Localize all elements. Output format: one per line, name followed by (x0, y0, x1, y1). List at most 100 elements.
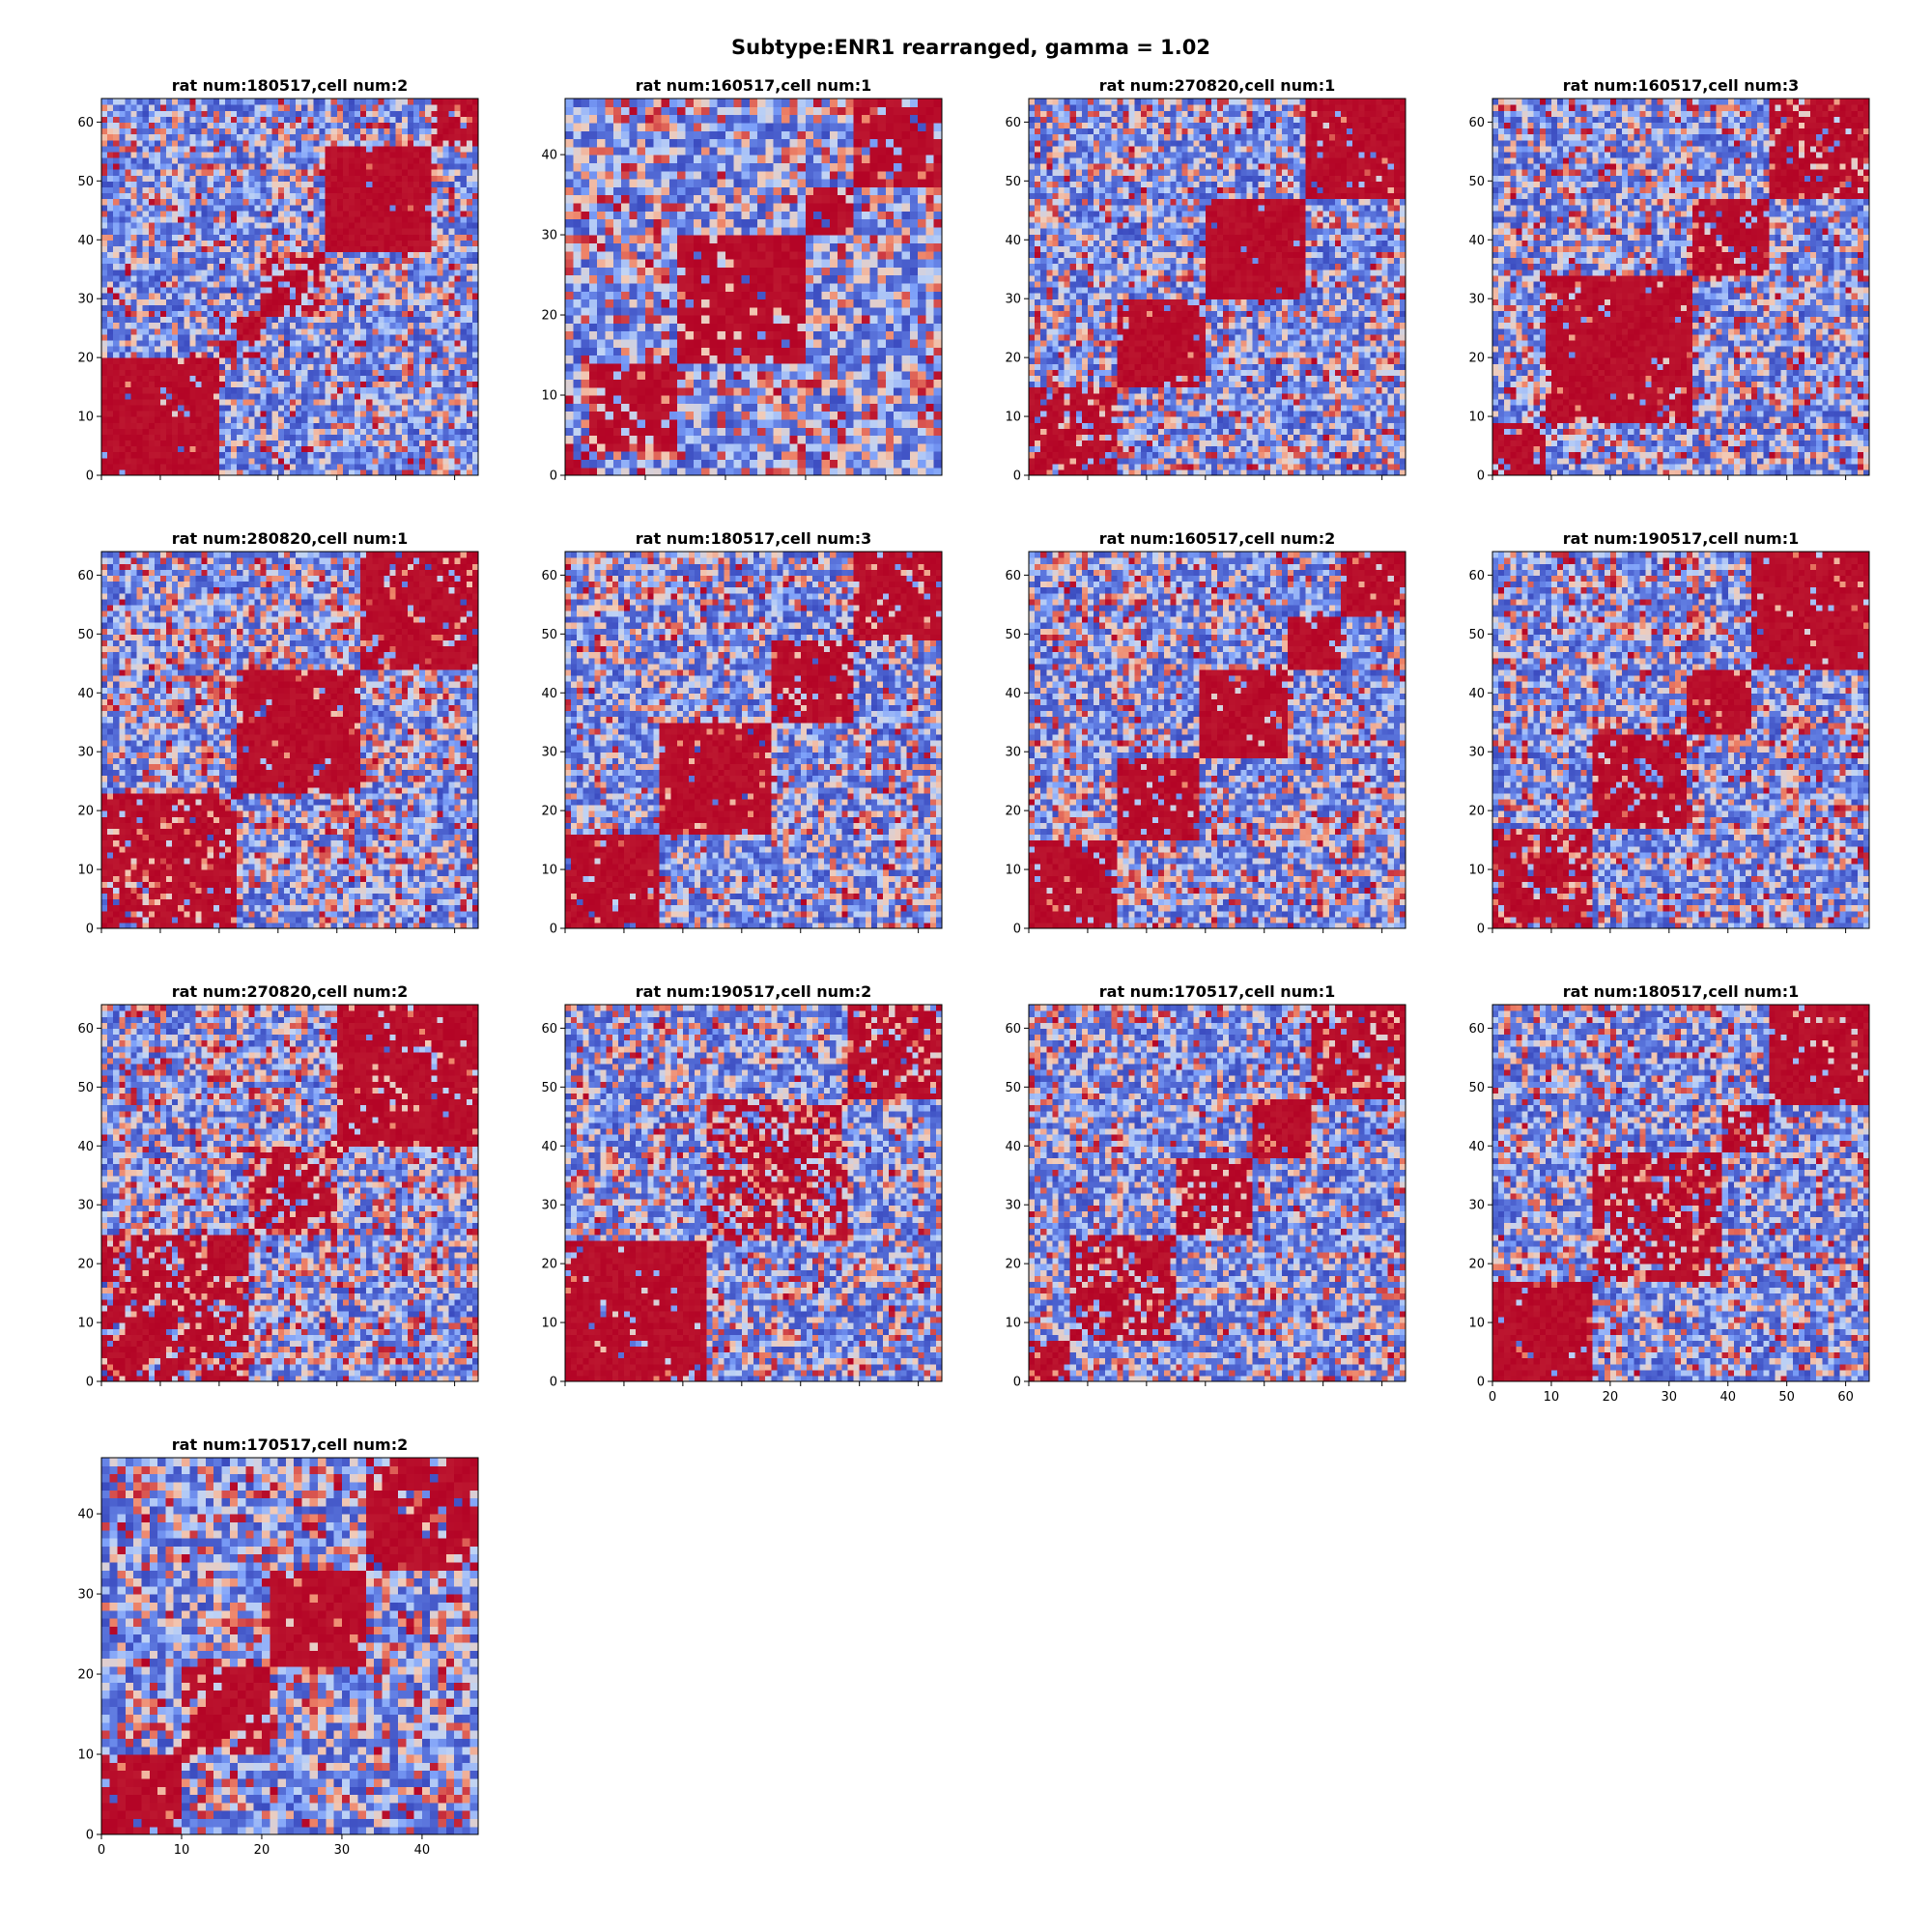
heatmap-cell (442, 399, 449, 406)
heatmap-cell (107, 310, 114, 317)
heatmap-cell (284, 464, 291, 470)
heatmap-cell (384, 446, 391, 453)
heatmap-cell (349, 440, 355, 446)
heatmap-cell (442, 452, 449, 459)
heatmap-cell (189, 405, 196, 412)
heatmap-cell (313, 357, 320, 364)
heatmap-cell (261, 422, 268, 429)
heatmap-cell (319, 340, 326, 347)
heatmap-cell (184, 375, 190, 382)
heatmap-cell (284, 346, 291, 353)
heatmap-cell (461, 387, 468, 394)
heatmap-cell (272, 375, 279, 382)
heatmap-cell (272, 316, 279, 323)
heatmap-cell (360, 422, 367, 429)
heatmap-cell (261, 310, 268, 317)
heatmap-cell (461, 346, 468, 353)
heatmap-cell (372, 405, 379, 412)
heatmap-cell (242, 310, 249, 317)
heatmap-cell (413, 334, 420, 341)
heatmap-cell (431, 323, 438, 329)
heatmap-cell (189, 310, 196, 317)
heatmap-cell (390, 357, 397, 364)
heatmap-cell (225, 428, 232, 435)
heatmap-cell (355, 340, 361, 347)
heatmap-cell (366, 440, 373, 446)
heatmap-cell (331, 440, 338, 446)
heatmap-cell (461, 464, 468, 470)
heatmap-cell (419, 316, 426, 323)
heatmap-cell (137, 440, 144, 446)
heatmap-cell (107, 352, 114, 358)
heatmap-cell (461, 446, 468, 453)
heatmap-cell (442, 346, 449, 353)
heatmap-cell (184, 310, 190, 317)
heatmap-cell (172, 328, 179, 335)
heatmap-cell (307, 375, 314, 382)
heatmap-cell (113, 375, 120, 382)
heatmap-cell (219, 352, 226, 358)
heatmap-cell (390, 411, 397, 417)
heatmap-cell (413, 346, 420, 353)
heatmap-cell (343, 458, 350, 465)
heatmap-cell (254, 416, 261, 423)
heatmap-cell (237, 405, 243, 412)
heatmap-cell (208, 446, 214, 453)
heatmap-cell (278, 440, 285, 446)
heatmap-cell (237, 446, 243, 453)
heatmap-cell (384, 357, 391, 364)
heatmap-cell (254, 310, 261, 317)
heatmap-cell (425, 363, 432, 370)
heatmap-cell (261, 399, 268, 406)
heatmap-cell (113, 334, 120, 341)
heatmap-cell (467, 387, 473, 394)
heatmap-cell (284, 357, 291, 364)
heatmap-cell (213, 440, 220, 446)
heatmap-cell (384, 382, 391, 388)
heatmap-cell (125, 346, 131, 353)
heatmap-cell (319, 352, 326, 358)
heatmap-cell (425, 352, 432, 358)
heatmap-cell (213, 328, 220, 335)
heatmap-cell (172, 382, 179, 388)
heatmap-cell (160, 422, 167, 429)
heatmap-cell (278, 334, 285, 341)
heatmap-cell (378, 352, 384, 358)
heatmap-cell (396, 393, 403, 400)
heatmap-cell (442, 411, 449, 417)
heatmap-cell (272, 340, 279, 347)
heatmap-cell (178, 434, 185, 440)
heatmap-cell (208, 458, 214, 465)
heatmap-cell (160, 434, 167, 440)
heatmap-cell (202, 304, 209, 311)
heatmap-cell (242, 434, 249, 440)
heatmap-cell (113, 346, 120, 353)
heatmap-cell (184, 346, 190, 353)
heatmap-cell (301, 411, 308, 417)
heatmap-cell (254, 422, 261, 429)
heatmap-cell (372, 340, 379, 347)
heatmap-cell (213, 352, 220, 358)
heatmap-cell (143, 416, 150, 423)
heatmap-cell (343, 399, 350, 406)
heatmap-cell (261, 363, 268, 370)
heatmap-cell (130, 434, 137, 440)
heatmap-cell (396, 328, 403, 335)
heatmap-cell (301, 458, 308, 465)
heatmap-cell (172, 446, 179, 453)
heatmap-cell (184, 298, 190, 305)
heatmap-cell (202, 323, 209, 329)
heatmap-cell (178, 452, 185, 459)
heatmap-cell (254, 452, 261, 459)
heatmap-cell (149, 304, 156, 311)
heatmap-cell (349, 405, 355, 412)
heatmap-cell (208, 434, 214, 440)
heatmap-cell (202, 434, 209, 440)
heatmap-cell (455, 458, 462, 465)
heatmap-cell (449, 446, 456, 453)
heatmap-cell (431, 310, 438, 317)
heatmap-cell (419, 369, 426, 376)
heatmap-cell (166, 323, 173, 329)
heatmap-cell (242, 363, 249, 370)
heatmap-cell (267, 434, 273, 440)
